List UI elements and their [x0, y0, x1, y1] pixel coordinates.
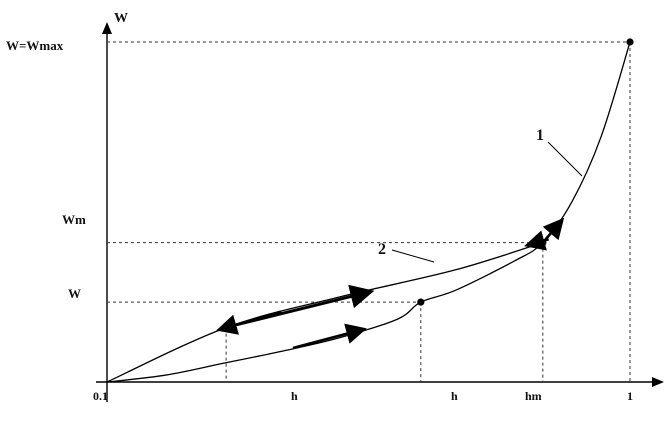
series-1-line — [106, 41, 631, 383]
x-tick-label-h1: h — [291, 389, 298, 403]
curve-1-leader — [547, 141, 583, 177]
point-w — [417, 298, 425, 306]
arrow-up-curve1 — [541, 217, 565, 244]
series-layer — [106, 41, 631, 383]
curve-2-leader — [391, 249, 435, 263]
guide-lines — [107, 41, 631, 382]
x-axis-arrow — [652, 377, 664, 387]
x-tick-label-1: 1 — [627, 389, 633, 403]
x-tick-label-h2: h — [451, 389, 458, 403]
points-layer — [222, 38, 634, 331]
x-tick-label-0: 0.1 — [93, 389, 108, 403]
y-axis-arrow — [102, 22, 112, 34]
arrow-lower-forward — [292, 323, 367, 350]
arrow-upper-back — [216, 310, 282, 335]
curve-label-1: 1 — [536, 127, 544, 144]
y-axis-title: W — [114, 11, 128, 26]
point-wmax — [626, 38, 634, 46]
series-2-line — [106, 241, 543, 383]
arrows-layer — [216, 217, 565, 350]
y-tick-label-wm: Wm — [62, 212, 86, 227]
curve-label-2: 2 — [378, 241, 386, 258]
y-tick-label-w: W — [68, 286, 81, 301]
y-tick-label-wmax: W=Wmax — [6, 38, 64, 53]
x-tick-label-hm: hm — [525, 389, 542, 403]
